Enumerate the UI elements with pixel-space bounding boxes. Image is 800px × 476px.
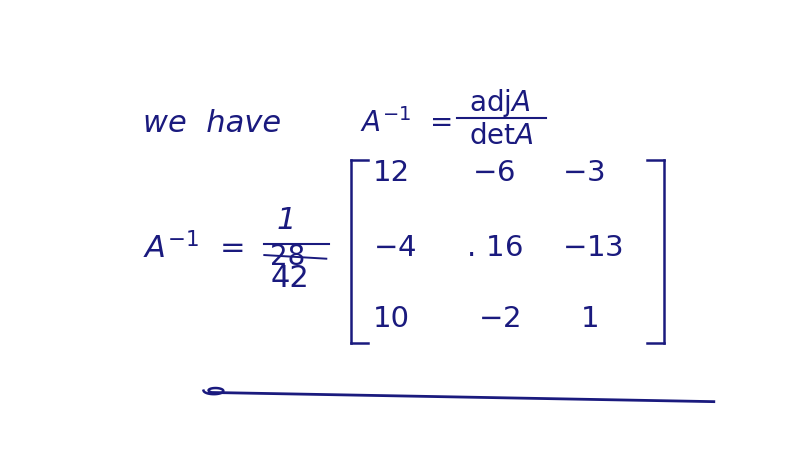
Text: 28: 28 (270, 243, 306, 271)
Text: we  have: we have (143, 109, 282, 138)
Text: $-2$: $-2$ (478, 305, 520, 333)
Text: adj$\mathit{A}$: adj$\mathit{A}$ (469, 87, 530, 119)
Text: 42: 42 (270, 264, 310, 293)
Text: $-4$: $-4$ (373, 234, 416, 262)
Text: 10: 10 (373, 305, 410, 333)
Text: $-13$: $-13$ (562, 234, 623, 262)
Text: $-6$: $-6$ (472, 159, 515, 187)
Text: 1: 1 (581, 305, 599, 333)
Text: det$\mathit{A}$: det$\mathit{A}$ (469, 122, 534, 150)
Text: 1: 1 (277, 206, 296, 235)
Text: $-3$: $-3$ (562, 159, 605, 187)
Text: 12: 12 (373, 159, 410, 187)
Text: $A^{-1}$  =: $A^{-1}$ = (143, 231, 244, 264)
Text: $A^{-1}$  =: $A^{-1}$ = (360, 108, 452, 138)
Text: $.\,16$: $.\,16$ (466, 234, 522, 262)
